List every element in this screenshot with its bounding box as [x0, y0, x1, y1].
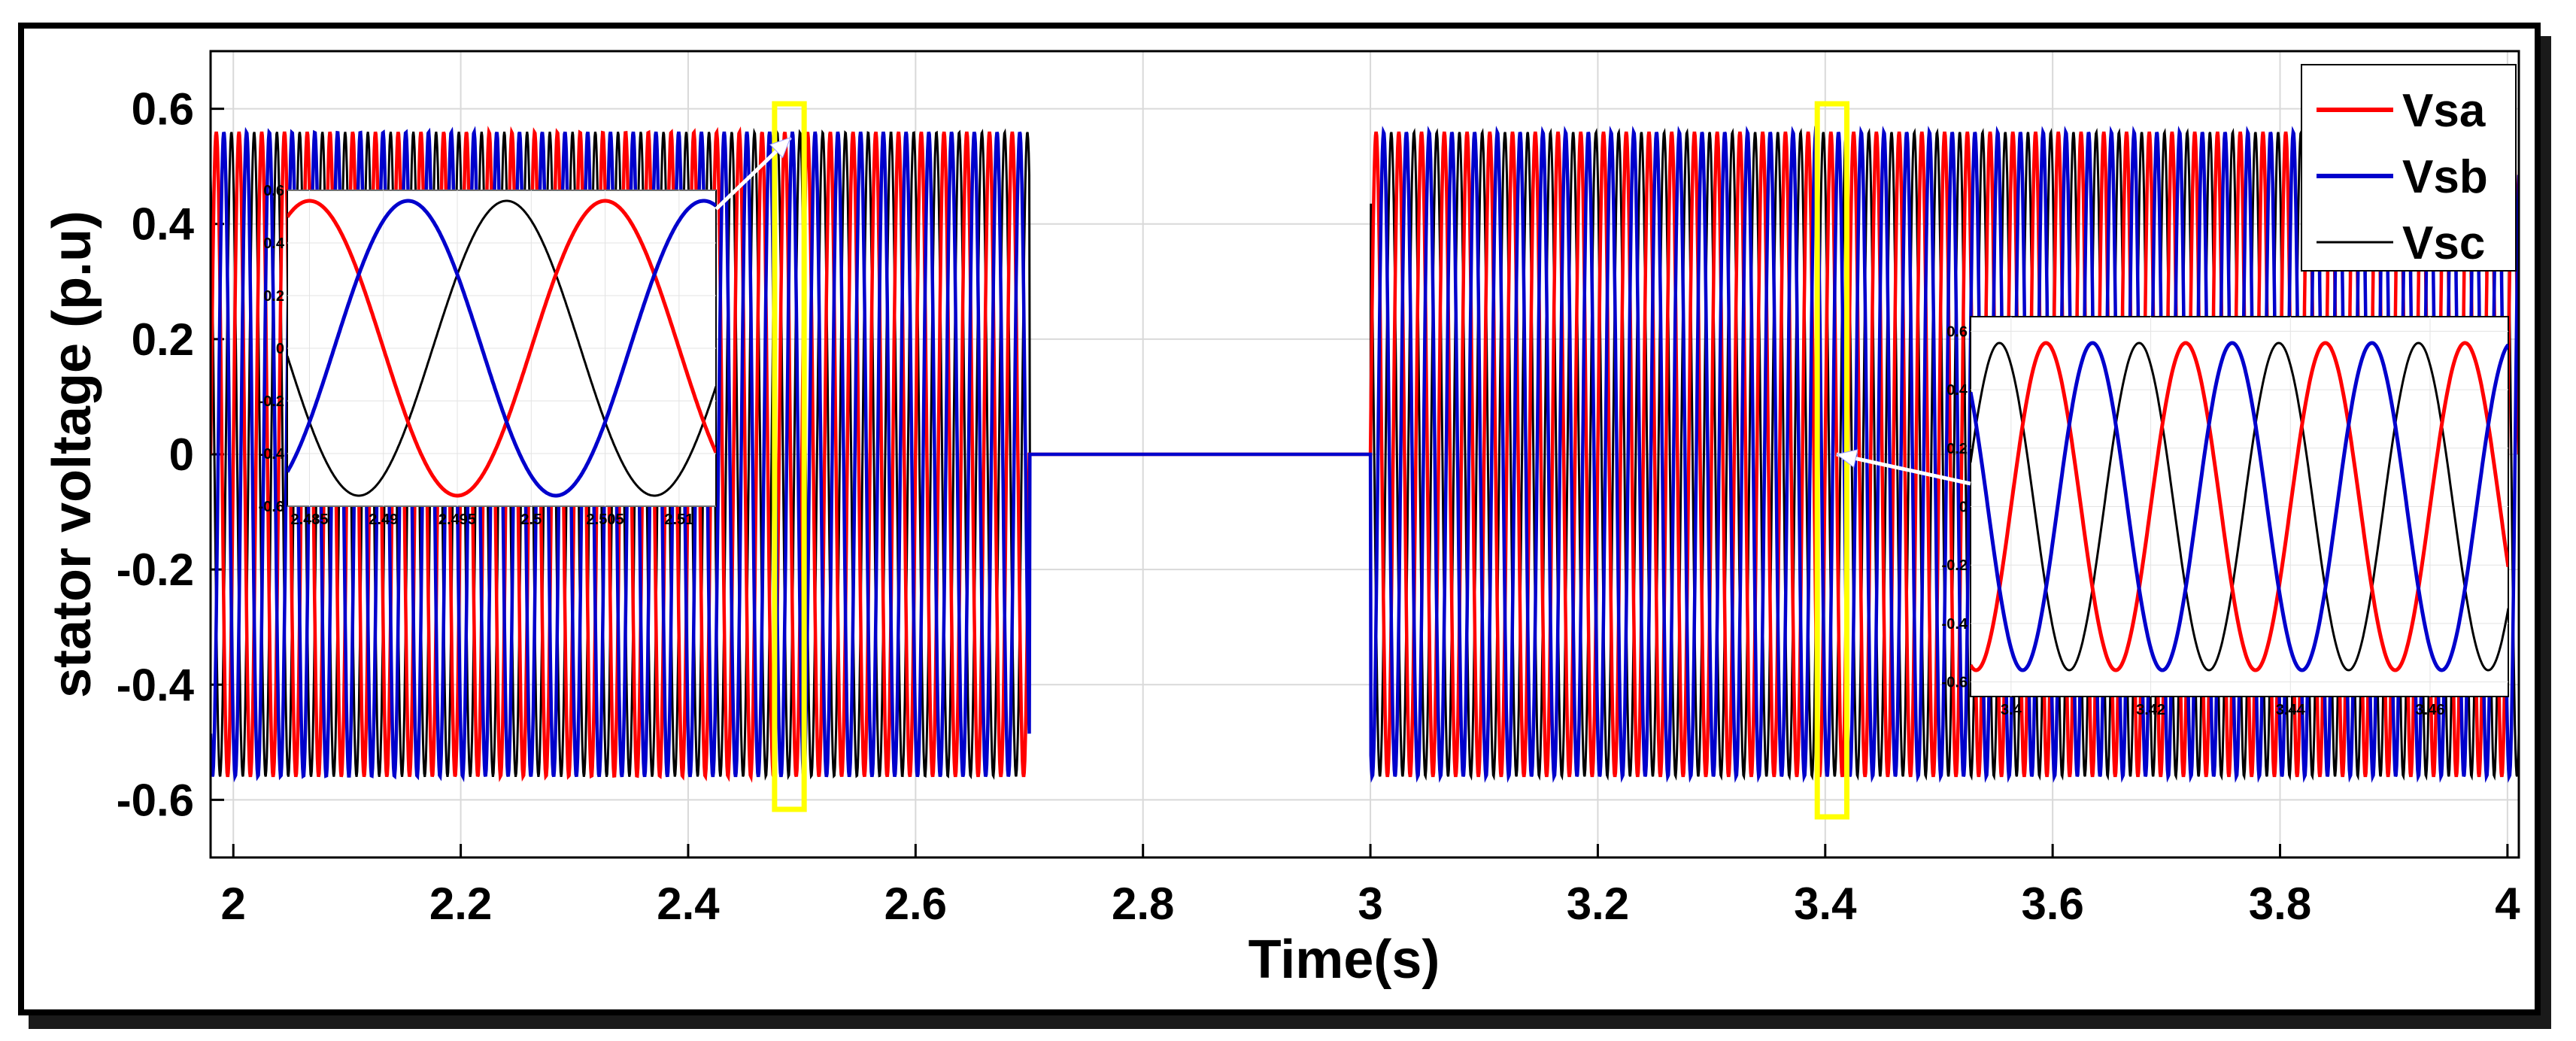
zoom-arrows: [715, 136, 1971, 486]
y-tick-labels: 0.6 0.4 0.2 0 -0.2 -0.4 -0.6: [117, 84, 195, 826]
y-tick-label: 0.4: [132, 199, 195, 250]
inset-x-tick-label: 2.5: [520, 511, 542, 528]
inset-y-tick-label: -0.6: [1942, 675, 1968, 691]
zoom-arrow-head: [1835, 449, 1858, 469]
inset-series-vsb: [287, 199, 716, 498]
x-tick-label: 2.8: [1112, 879, 1174, 929]
inset-x-tick-label: 2.495: [438, 511, 476, 528]
inset-y-tick-label: 0.4: [263, 235, 285, 252]
x-tick-label: 2: [221, 879, 246, 929]
x-tick-label: 3.6: [2021, 879, 2083, 929]
y-tick-label: 0: [169, 429, 194, 480]
inset-series: [1971, 341, 2508, 672]
inset-y-tick-label: 0.4: [1946, 382, 1968, 399]
inset-tick-labels: 3.4 3.42 3.44 3.46 0.6 0.4 0.2 0 -0.2 -0.4 -0.6: [1942, 323, 2445, 718]
x-tick-label: 2.6: [884, 879, 947, 929]
inset-y-tick-label: 0.2: [1946, 441, 1968, 457]
inset-y-tick-label: 0: [276, 341, 284, 357]
x-tick-label: 2.2: [429, 879, 492, 929]
inset-y-tick-label: 0: [1959, 499, 1968, 516]
inset-series-vsb: [1971, 341, 2508, 672]
inset-grid: [287, 190, 716, 507]
x-tick-label: 2.4: [657, 879, 720, 929]
inset-x-tick-label: 3.46: [2416, 702, 2445, 718]
legend-label-vsc: Vsc: [2402, 217, 2485, 269]
zoom-arrow-head: [769, 137, 791, 159]
inset-y-tick-label: 0.6: [263, 183, 284, 199]
inset-x-tick-label: 2.51: [664, 511, 693, 528]
inset-y-tick-label: -0.2: [259, 393, 284, 410]
x-tick-label: 3.8: [2249, 879, 2311, 929]
y-tick-label: -0.6: [117, 775, 194, 825]
inset-x-tick-label: 2.485: [290, 511, 328, 528]
inset-grid: [1971, 317, 2508, 697]
inset-x-tick-label: 3.4: [2001, 702, 2022, 718]
chart-frame: 0.6 0.4 0.2 0 -0.2 -0.4 -0.6 2 2.2 2.4 2.6 2.8 3 3.2…: [18, 23, 2541, 1015]
zoom-inset-left: 2.485 2.49 2.495 2.5 2.505 2.51 0.6 0.4 0.2 0 -0.2…: [259, 183, 717, 528]
x-axis-label: Time(s): [1249, 930, 1440, 990]
inset-x-tick-label: 2.49: [369, 511, 398, 528]
legend: Vsa Vsb Vsc: [2301, 64, 2517, 272]
highlight-box: [772, 101, 807, 812]
inset-y-tick-label: -0.2: [1942, 557, 1968, 574]
x-tick-label: 3.2: [1567, 879, 1629, 929]
zoom-arrow-line: [1836, 452, 1971, 486]
legend-label-vsb: Vsb: [2402, 151, 2488, 203]
inset-series-vsc: [1971, 341, 2508, 672]
legend-box: [2301, 64, 2517, 272]
voltage-chart: 0.6 0.4 0.2 0 -0.2 -0.4 -0.6 2 2.2 2.4 2.6 2.8 3 3.2…: [42, 50, 2521, 990]
x-tick-label: 4: [2495, 879, 2520, 929]
series-vsb: [211, 126, 2519, 783]
plot-area-border: [209, 50, 2520, 859]
legend-label-vsa: Vsa: [2402, 85, 2486, 137]
x-tick-label: 3: [1358, 879, 1382, 929]
zoom-inset-right: 3.4 3.42 3.44 3.46 0.6 0.4 0.2 0 -0.2 -0.4 -0.6: [1942, 316, 2509, 718]
inset-tick-labels: 2.485 2.49 2.495 2.5 2.505 2.51 0.6 0.4 0.2 0 -0.2…: [259, 183, 694, 528]
y-tick-label: -0.4: [117, 660, 195, 710]
x-tick-label: 3.4: [1794, 879, 1857, 929]
x-tick-labels: 2 2.2 2.4 2.6 2.8 3 3.2 3.4 3.6 3.8 4: [221, 879, 2521, 929]
inset-x-tick-label: 3.44: [2276, 702, 2306, 718]
inset-y-tick-label: -0.4: [259, 446, 285, 463]
inset-x-tick-label: 3.42: [2136, 702, 2165, 718]
inset-y-tick-label: 0.2: [263, 288, 284, 305]
y-tick-label: -0.2: [117, 545, 194, 595]
inset-series: [287, 199, 716, 498]
inset-series-vsc: [287, 199, 716, 497]
inset-y-tick-label: 0.6: [1946, 323, 1968, 340]
y-tick-label: 0.6: [132, 84, 194, 135]
y-axis-label: stator voltage (p.u): [42, 211, 102, 698]
y-tick-label: 0.2: [132, 314, 194, 365]
inset-x-tick-label: 2.505: [587, 511, 624, 528]
inset-y-tick-label: -0.4: [1942, 616, 1968, 633]
inset-y-tick-label: -0.6: [259, 499, 284, 515]
